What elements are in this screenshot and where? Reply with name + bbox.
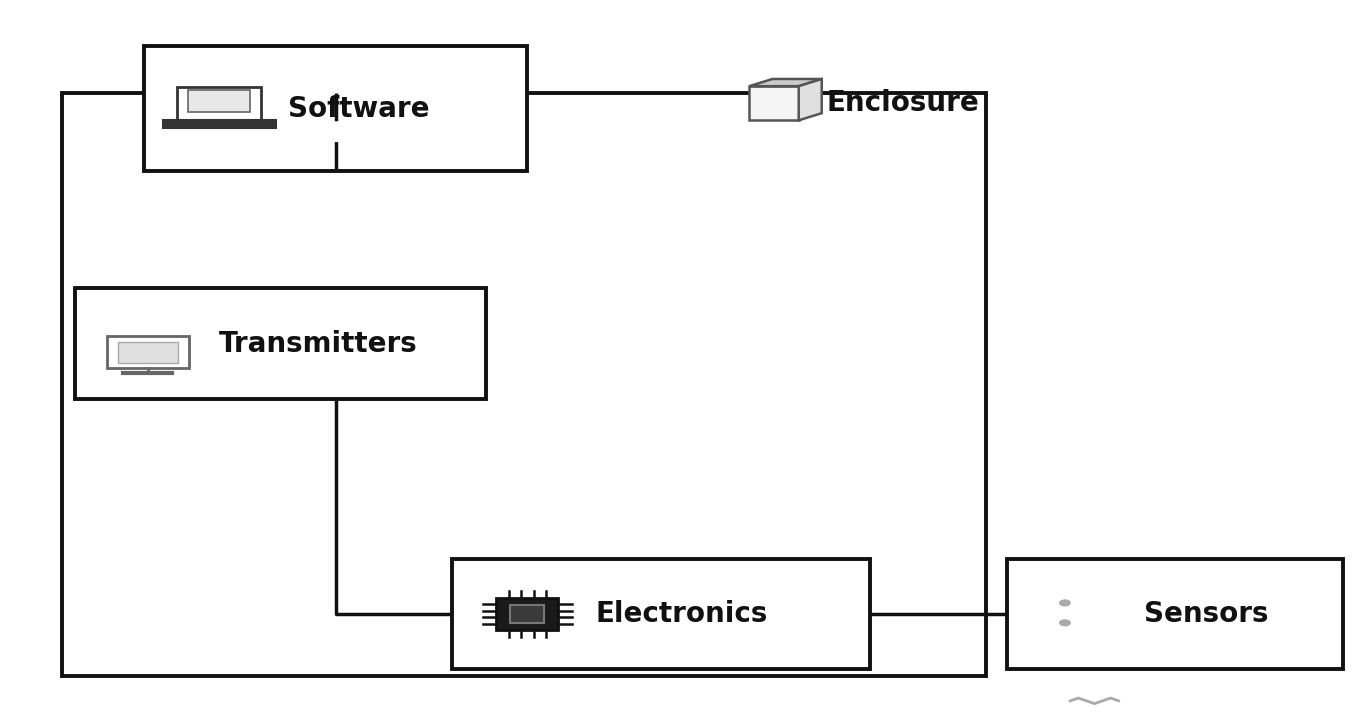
Circle shape bbox=[1060, 620, 1070, 625]
FancyBboxPatch shape bbox=[118, 342, 178, 362]
FancyBboxPatch shape bbox=[749, 86, 799, 120]
Text: Software: Software bbox=[288, 95, 429, 122]
Text: Transmitters: Transmitters bbox=[219, 330, 418, 357]
FancyBboxPatch shape bbox=[1007, 559, 1343, 669]
FancyBboxPatch shape bbox=[144, 46, 527, 171]
Text: Sensors: Sensors bbox=[1144, 600, 1269, 628]
FancyBboxPatch shape bbox=[107, 336, 189, 368]
Polygon shape bbox=[799, 79, 822, 120]
FancyBboxPatch shape bbox=[452, 559, 870, 669]
FancyBboxPatch shape bbox=[75, 288, 486, 399]
FancyBboxPatch shape bbox=[163, 120, 275, 127]
FancyBboxPatch shape bbox=[178, 87, 260, 120]
Text: Enclosure: Enclosure bbox=[826, 89, 978, 117]
Circle shape bbox=[1060, 600, 1070, 605]
FancyBboxPatch shape bbox=[188, 90, 251, 112]
FancyBboxPatch shape bbox=[511, 605, 544, 623]
Polygon shape bbox=[749, 79, 822, 86]
FancyBboxPatch shape bbox=[62, 93, 986, 676]
FancyBboxPatch shape bbox=[496, 598, 559, 630]
Text: Electronics: Electronics bbox=[596, 600, 769, 628]
